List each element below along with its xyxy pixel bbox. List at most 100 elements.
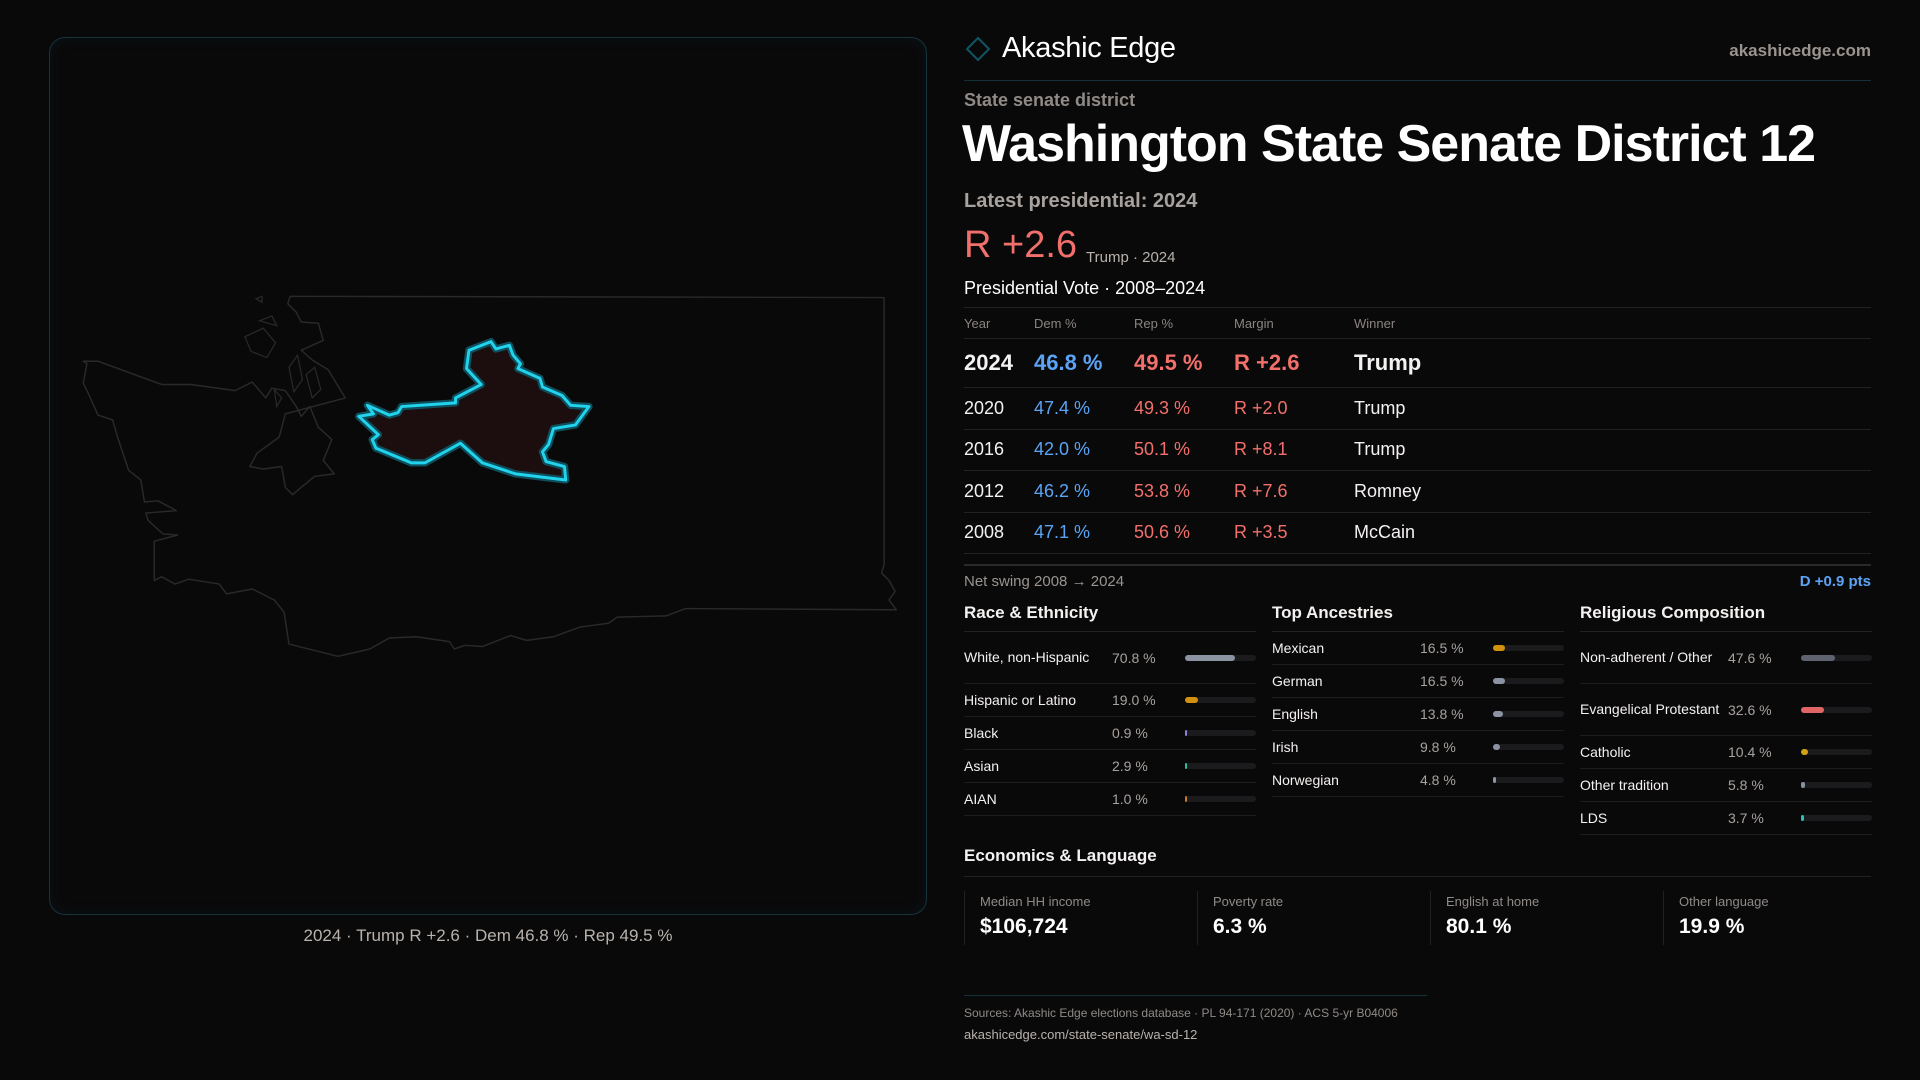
share-bar-fill xyxy=(1493,777,1497,783)
stat-value: $106,724 xyxy=(980,915,1068,938)
site-link[interactable]: akashicedge.com xyxy=(1729,41,1871,60)
religious-composition-panel: Religious Composition Non-adherent / Othe… xyxy=(1580,603,1872,835)
page-url[interactable]: akashicedge.com/state-senate/wa-sd-12 xyxy=(964,1027,1198,1042)
demographic-percent: 47.6 % xyxy=(1728,649,1772,666)
latest-presidential: Latest presidential: 2024 xyxy=(964,190,1198,212)
demographic-percent: 4.8 % xyxy=(1420,772,1456,788)
col-rep: Rep % xyxy=(1134,315,1174,331)
demographic-label: LDS xyxy=(1580,809,1608,826)
divider xyxy=(964,876,1871,877)
demographic-label: English xyxy=(1272,705,1318,722)
year: 2020 xyxy=(964,397,1005,418)
margin: R +7.6 xyxy=(1234,480,1288,501)
winner: Trump xyxy=(1354,397,1406,418)
share-bar-fill xyxy=(1185,796,1187,802)
share-bar-track xyxy=(1185,654,1256,661)
demographic-percent: 10.4 % xyxy=(1728,744,1772,760)
vote-table-row: 2012 46.2 % 53.8 % R +7.6 Romney xyxy=(964,470,1871,513)
stat-label: English at home xyxy=(1446,894,1540,909)
margin: R +2.0 xyxy=(1234,397,1288,418)
share-bar-track xyxy=(1185,796,1256,802)
net-swing-label: Net swing 2008 → 2024 xyxy=(964,573,1125,590)
year: 2016 xyxy=(964,439,1005,459)
vote-table-row: 2024 46.8 % 49.5 % R +2.6 Trump xyxy=(964,338,1871,388)
rep-pct: 49.5 % xyxy=(1134,349,1203,375)
demographic-row: LDS 3.7 % xyxy=(1580,802,1872,835)
share-bar-track xyxy=(1493,744,1564,750)
divider xyxy=(964,307,1871,308)
economics-title: Economics & Language xyxy=(964,846,1157,865)
demographic-percent: 1.0 % xyxy=(1112,791,1148,807)
stat-label: Median HH income xyxy=(980,894,1091,909)
religious-composition-title: Religious Composition xyxy=(1580,603,1872,632)
top-ancestries-title: Top Ancestries xyxy=(1272,603,1564,632)
share-bar-track xyxy=(1493,645,1564,651)
demographic-label: Other tradition xyxy=(1580,776,1669,793)
vote-table-header: Year Dem % Rep % Margin Winner xyxy=(964,308,1871,339)
stat-label: Other language xyxy=(1679,894,1769,909)
demographic-percent: 13.8 % xyxy=(1420,706,1464,722)
map-panel[interactable] xyxy=(49,37,927,915)
vote-table-row: 2016 42.0 % 50.1 % R +8.1 Trump xyxy=(964,429,1871,471)
stat-label: Poverty rate xyxy=(1213,894,1284,909)
demographic-label: Hispanic or Latino xyxy=(964,691,1077,708)
winner: Romney xyxy=(1354,480,1422,501)
share-bar-track xyxy=(1493,777,1564,783)
demographic-row: Hispanic or Latino 19.0 % xyxy=(964,684,1256,717)
demographic-label: Catholic xyxy=(1580,743,1631,760)
demographic-row: Irish 9.8 % xyxy=(1272,731,1564,764)
divider xyxy=(964,80,1871,81)
demographic-label: AIAN xyxy=(964,790,997,807)
share-bar-fill xyxy=(1801,654,1835,661)
dem-pct: 46.8 % xyxy=(1034,349,1103,375)
rep-pct: 50.6 % xyxy=(1134,522,1191,542)
stat-card: Median HH income $106,724 xyxy=(964,891,1197,945)
demographic-label: German xyxy=(1272,672,1323,689)
share-bar-fill xyxy=(1493,711,1503,717)
demographic-row: German 16.5 % xyxy=(1272,665,1564,698)
share-bar-track xyxy=(1493,711,1564,717)
year: 2012 xyxy=(964,480,1005,501)
share-bar-fill xyxy=(1185,654,1236,661)
col-margin: Margin xyxy=(1234,315,1274,331)
demographic-row: Asian 2.9 % xyxy=(964,750,1256,783)
share-bar-fill xyxy=(1801,815,1804,821)
vote-table-title: Presidential Vote · 2008–2024 xyxy=(964,278,1206,298)
share-bar-track xyxy=(1185,730,1256,736)
demographic-percent: 70.8 % xyxy=(1112,649,1156,666)
demographic-label: Black xyxy=(964,724,999,741)
share-bar-track xyxy=(1801,782,1872,788)
race-ethnicity-title: Race & Ethnicity xyxy=(964,603,1256,632)
dem-pct: 42.0 % xyxy=(1034,439,1091,459)
year: 2024 xyxy=(964,349,1013,375)
divider xyxy=(964,995,1427,996)
margin: R +3.5 xyxy=(1234,522,1288,542)
map-caption: 2024 · Trump R +2.6 · Dem 46.8 % · Rep 4… xyxy=(303,926,673,945)
divider xyxy=(964,564,1871,566)
rep-pct: 49.3 % xyxy=(1134,397,1191,418)
demographic-label: Non-adherent / Other xyxy=(1580,649,1713,665)
rep-pct: 50.1 % xyxy=(1134,439,1191,459)
demographic-percent: 9.8 % xyxy=(1420,739,1456,755)
demographic-row: Mexican 16.5 % xyxy=(1272,632,1564,665)
stat-value: 80.1 % xyxy=(1446,915,1512,938)
year: 2008 xyxy=(964,522,1005,542)
demographic-percent: 2.9 % xyxy=(1112,758,1148,774)
brand[interactable]: Akashic Edge xyxy=(964,32,1176,65)
share-bar-track xyxy=(1801,749,1872,755)
stat-card: Other language 19.9 % xyxy=(1663,891,1896,945)
top-ancestries-panel: Top Ancestries Mexican 16.5 % German 16.5 % E… xyxy=(1272,603,1564,797)
page-title: Washington State Senate District 12 xyxy=(962,115,1816,173)
latest-winner: Trump · 2024 xyxy=(1086,249,1176,266)
demographic-label: Evangelical Protestant xyxy=(1580,701,1720,717)
share-bar-track xyxy=(1185,697,1256,703)
share-bar-fill xyxy=(1493,744,1500,750)
demographic-percent: 16.5 % xyxy=(1420,673,1464,689)
winner: Trump xyxy=(1354,349,1422,375)
stat-value: 19.9 % xyxy=(1679,915,1745,938)
demographic-percent: 3.7 % xyxy=(1728,810,1764,826)
demographic-label: Asian xyxy=(964,757,1000,774)
vote-table-row: 2008 47.1 % 50.6 % R +3.5 McCain xyxy=(964,512,1871,554)
demographic-label: White, non-Hispanic xyxy=(964,649,1090,665)
demographic-label: Mexican xyxy=(1272,639,1325,656)
